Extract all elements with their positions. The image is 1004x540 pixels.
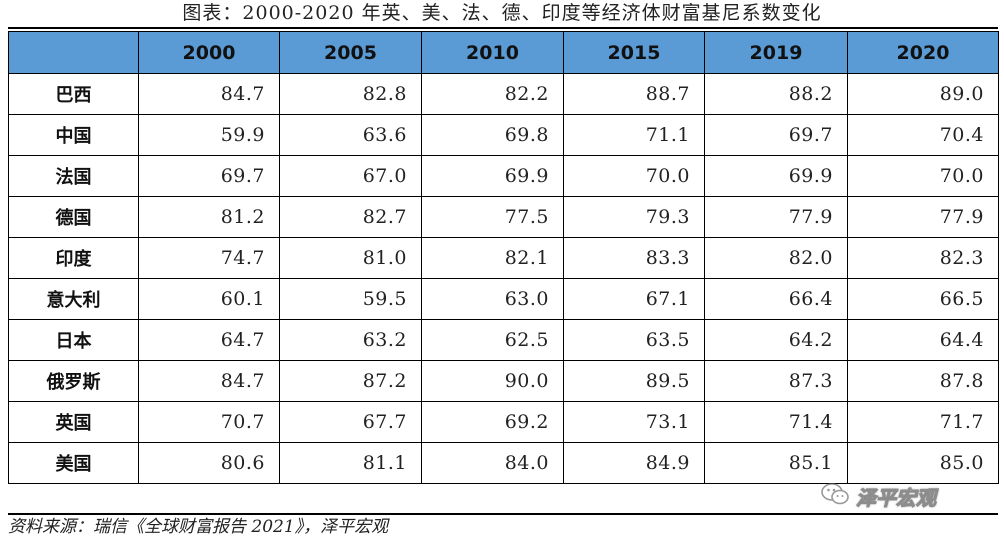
gini-value: 77.5: [421, 196, 564, 238]
gini-value: 66.5: [847, 278, 999, 320]
gini-value: 70.0: [563, 155, 705, 197]
header-year: 2010: [421, 31, 564, 74]
gini-value: 85.0: [847, 442, 999, 484]
gini-value: 89.5: [563, 360, 705, 402]
gini-value: 84.7: [138, 73, 280, 115]
gini-value: 89.0: [847, 73, 999, 115]
gini-value: 84.7: [138, 360, 280, 402]
gini-value: 81.1: [279, 442, 422, 484]
gini-value: 90.0: [421, 360, 564, 402]
header-year: 2019: [704, 31, 848, 74]
gini-value: 69.9: [421, 155, 564, 197]
gini-value: 70.4: [847, 114, 999, 156]
gini-value: 82.7: [279, 196, 422, 238]
gini-value: 73.1: [563, 401, 705, 443]
country-name: 中国: [8, 114, 139, 156]
table-row: 日本 64.7 63.2 62.5 63.5 64.2 64.4: [8, 319, 999, 361]
gini-value: 70.7: [138, 401, 280, 443]
table-title: 图表：2000-2020 年英、美、法、德、印度等经济体财富基尼系数变化: [182, 2, 822, 24]
country-name: 美国: [8, 442, 139, 484]
header-corner: [8, 31, 139, 74]
gini-value: 59.9: [138, 114, 280, 156]
gini-value: 63.6: [279, 114, 422, 156]
gini-value: 82.8: [279, 73, 422, 115]
header-year: 2020: [847, 31, 999, 74]
gini-value: 82.2: [421, 73, 564, 115]
country-name: 德国: [8, 196, 139, 238]
gini-value: 67.7: [279, 401, 422, 443]
table-row: 巴西 84.7 82.8 82.2 88.7 88.2 89.0: [8, 73, 999, 115]
table-row: 印度 74.7 81.0 82.1 83.3 82.0 82.3: [8, 237, 999, 279]
gini-value: 59.5: [279, 278, 422, 320]
gini-value: 63.0: [421, 278, 564, 320]
country-name: 印度: [8, 237, 139, 279]
gini-value: 60.1: [138, 278, 280, 320]
table-row: 美国 80.6 81.1 84.0 84.9 85.1 85.0: [8, 442, 999, 484]
top-rule: [8, 27, 998, 29]
gini-value: 82.3: [847, 237, 999, 279]
gini-value: 69.7: [704, 114, 848, 156]
gini-value: 69.7: [138, 155, 280, 197]
gini-value: 69.9: [704, 155, 848, 197]
gini-value: 85.1: [704, 442, 848, 484]
gini-value: 88.7: [563, 73, 705, 115]
gini-value: 87.8: [847, 360, 999, 402]
gini-value: 63.2: [279, 319, 422, 361]
gini-value: 67.1: [563, 278, 705, 320]
country-name: 俄罗斯: [8, 360, 139, 402]
country-name: 日本: [8, 319, 139, 361]
gini-value: 82.0: [704, 237, 848, 279]
gini-value: 70.0: [847, 155, 999, 197]
gini-value: 64.4: [847, 319, 999, 361]
table-header-row: 2000 2005 2010 2015 2019 2020: [8, 31, 999, 74]
country-name: 巴西: [8, 73, 139, 115]
table-row: 法国 69.7 67.0 69.9 70.0 69.9 70.0: [8, 155, 999, 197]
gini-value: 87.2: [279, 360, 422, 402]
wechat-logo-icon: [820, 481, 850, 511]
gini-table: 2000 2005 2010 2015 2019 2020 巴西 84.7 82…: [8, 31, 999, 484]
gini-value: 66.4: [704, 278, 848, 320]
gini-value: 64.7: [138, 319, 280, 361]
gini-value: 84.0: [421, 442, 564, 484]
country-name: 法国: [8, 155, 139, 197]
country-name: 意大利: [8, 278, 139, 320]
gini-value: 71.4: [704, 401, 848, 443]
gini-value: 84.9: [563, 442, 705, 484]
gini-value: 77.9: [704, 196, 848, 238]
gini-value: 63.5: [563, 319, 705, 361]
gini-value: 74.7: [138, 237, 280, 279]
source-note: 资料来源：瑞信《全球财富报告 2021》，泽平宏观: [8, 517, 389, 537]
gini-value: 83.3: [563, 237, 705, 279]
gini-value: 69.8: [421, 114, 564, 156]
gini-value: 87.3: [704, 360, 848, 402]
header-year: 2015: [563, 31, 705, 74]
gini-value: 80.6: [138, 442, 280, 484]
country-name: 英国: [8, 401, 139, 443]
gini-value: 71.1: [563, 114, 705, 156]
gini-value: 71.7: [847, 401, 999, 443]
table-row: 意大利 60.1 59.5 63.0 67.1 66.4 66.5: [8, 278, 999, 320]
watermark-text: 泽平宏观: [856, 485, 937, 510]
gini-value: 81.0: [279, 237, 422, 279]
gini-value: 69.2: [421, 401, 564, 443]
gini-value: 81.2: [138, 196, 280, 238]
table-row: 中国 59.9 63.6 69.8 71.1 69.7 70.4: [8, 114, 999, 156]
gini-value: 88.2: [704, 73, 848, 115]
table-row: 俄罗斯 84.7 87.2 90.0 89.5 87.3 87.8: [8, 360, 999, 402]
header-year: 2005: [279, 31, 422, 74]
gini-value: 79.3: [563, 196, 705, 238]
table-row: 英国 70.7 67.7 69.2 73.1 71.4 71.7: [8, 401, 999, 443]
gini-value: 77.9: [847, 196, 999, 238]
gini-value: 64.2: [704, 319, 848, 361]
gini-value: 67.0: [279, 155, 422, 197]
gini-value: 82.1: [421, 237, 564, 279]
gini-value: 62.5: [421, 319, 564, 361]
bottom-rule: [8, 513, 998, 515]
header-year: 2000: [138, 31, 280, 74]
watermark: 泽平宏观: [820, 481, 937, 511]
table-row: 德国 81.2 82.7 77.5 79.3 77.9 77.9: [8, 196, 999, 238]
